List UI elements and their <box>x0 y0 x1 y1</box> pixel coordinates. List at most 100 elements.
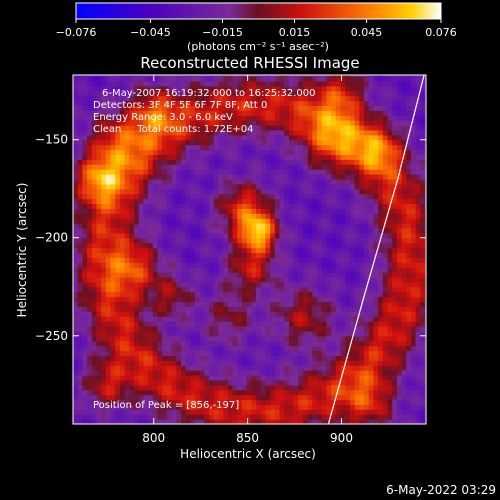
heatmap-cell <box>91 360 98 366</box>
heatmap-cell <box>321 257 328 263</box>
heatmap-cell <box>354 100 360 106</box>
heatmap-cell <box>157 330 163 337</box>
heatmap-cell <box>345 384 351 391</box>
heatmap-cell <box>162 193 168 200</box>
heatmap-cell <box>96 321 102 327</box>
heatmap-cell <box>293 286 299 293</box>
heatmap-cell <box>387 267 393 273</box>
heatmap-cell <box>359 237 365 244</box>
heatmap-cell <box>251 144 257 151</box>
heatmap-cell <box>392 325 398 332</box>
heatmap-cell <box>335 193 342 200</box>
heatmap-cell <box>265 198 271 205</box>
heatmap-cell <box>134 399 140 405</box>
heatmap-cell <box>359 257 365 263</box>
heatmap-cell <box>87 80 93 87</box>
heatmap-cell <box>190 105 196 111</box>
heatmap-cell <box>143 257 149 263</box>
heatmap-cell <box>331 384 337 391</box>
heatmap-cell <box>317 247 323 254</box>
heatmap-cell <box>115 414 121 420</box>
heatmap-cell <box>227 379 234 386</box>
heatmap-cell <box>382 237 389 244</box>
heatmap-cell <box>246 183 252 190</box>
heatmap-cell <box>101 95 107 102</box>
heatmap-cell <box>303 232 309 239</box>
heatmap-cell <box>265 325 271 332</box>
heatmap-cell <box>312 262 318 268</box>
heatmap-cell <box>284 345 290 352</box>
heatmap-cell <box>326 149 332 156</box>
heatmap-cell <box>218 159 224 165</box>
heatmap-cell <box>288 75 295 77</box>
heatmap-cell <box>91 296 98 303</box>
heatmap-cell <box>166 247 173 254</box>
heatmap-cell <box>157 272 163 278</box>
heatmap-cell <box>77 247 83 254</box>
heatmap-cell <box>105 174 112 180</box>
heatmap-cell <box>134 100 140 106</box>
heatmap-cell <box>293 340 299 347</box>
heatmap-cell <box>199 370 206 376</box>
heatmap-cell <box>209 399 215 405</box>
heatmap-cell <box>119 330 126 337</box>
heatmap-cell <box>213 404 220 410</box>
heatmap-cell <box>96 218 102 224</box>
heatmap-cell <box>270 379 276 386</box>
heatmap-cell <box>274 80 281 87</box>
heatmap-cell <box>171 75 177 82</box>
heatmap-cell <box>349 374 356 381</box>
heatmap-cell <box>124 399 130 405</box>
heatmap-cell <box>190 355 196 361</box>
heatmap-cell <box>382 208 389 214</box>
heatmap-cell <box>227 144 234 151</box>
heatmap-cell <box>138 325 145 332</box>
heatmap-cell <box>274 360 281 366</box>
heatmap-cell <box>82 213 88 219</box>
heatmap-cell <box>317 80 323 87</box>
heatmap-cell <box>166 159 173 165</box>
heatmap-cell <box>288 419 295 424</box>
heatmap-cell <box>392 149 398 156</box>
heatmap-cell <box>317 296 323 303</box>
heatmap-cell <box>157 242 163 249</box>
heatmap-cell <box>364 276 370 283</box>
heatmap-cell <box>129 125 135 131</box>
heatmap-cell <box>251 208 257 214</box>
heatmap-cell <box>392 252 398 258</box>
heatmap-cell <box>143 169 149 175</box>
heatmap-cell <box>176 404 182 410</box>
heatmap-cell <box>213 149 220 156</box>
heatmap-cell <box>270 272 276 278</box>
heatmap-cell <box>91 311 98 317</box>
heatmap-cell <box>204 75 210 82</box>
heatmap-cell <box>119 154 126 160</box>
heatmap-cell <box>209 227 215 234</box>
heatmap-cell <box>265 174 271 180</box>
heatmap-cell <box>157 267 163 273</box>
heatmap-cell <box>190 365 196 371</box>
heatmap-cell <box>378 257 384 263</box>
heatmap-cell <box>387 262 393 268</box>
heatmap-cell <box>373 188 379 195</box>
heatmap-cell <box>298 223 304 229</box>
heatmap-cell <box>213 218 220 224</box>
heatmap-cell <box>199 247 206 254</box>
heatmap-cell <box>134 232 140 239</box>
heatmap-cell <box>335 257 342 263</box>
heatmap-cell <box>227 232 234 239</box>
heatmap-cell <box>349 301 356 307</box>
heatmap-cell <box>91 110 98 116</box>
heatmap-cell <box>176 232 182 239</box>
heatmap-cell <box>354 80 360 87</box>
heatmap-cell <box>218 242 224 249</box>
heatmap-cell <box>241 144 248 151</box>
heatmap-cell <box>77 262 83 268</box>
heatmap-cell <box>331 291 337 298</box>
heatmap-cell <box>232 306 238 312</box>
heatmap-cell <box>96 281 102 288</box>
heatmap-cell <box>279 365 285 371</box>
heatmap-cell <box>256 350 262 356</box>
heatmap-cell <box>209 257 215 263</box>
heatmap-cell <box>162 374 168 381</box>
